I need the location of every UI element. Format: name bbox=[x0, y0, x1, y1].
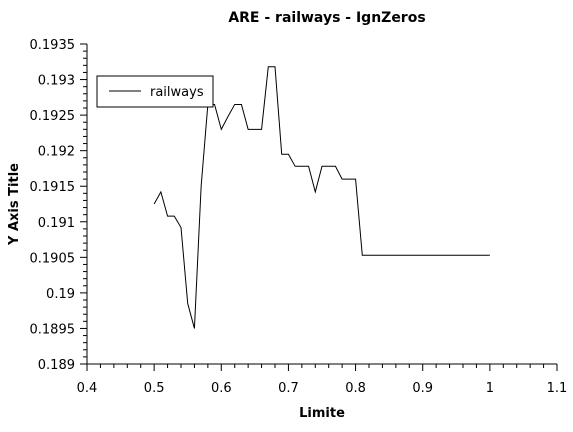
y-tick-label: 0.1925 bbox=[30, 109, 76, 124]
y-tick-label: 0.1905 bbox=[30, 251, 76, 266]
x-tick-label: 0.9 bbox=[412, 381, 433, 396]
legend: railways bbox=[96, 75, 214, 108]
x-tick-label: 1 bbox=[486, 381, 494, 396]
series-layer bbox=[153, 66, 490, 329]
y-tick-label: 0.1895 bbox=[30, 322, 76, 337]
y-tick-label: 0.1935 bbox=[30, 38, 76, 53]
y-ticks: 0.189 0.1895 0.19 0.1905 0.191 0.1915 0.192 0.1… bbox=[30, 38, 87, 373]
x-tick-label: 0.7 bbox=[278, 381, 299, 396]
plot-area: 0.4 0.5 0.6 0.7 0.8 0.9 1 1.1 0.1890.18950.190.… bbox=[30, 38, 568, 396]
x-axis-title: Limite bbox=[299, 406, 345, 421]
x-tick-label: 0.6 bbox=[211, 381, 232, 396]
x-tick-label: 0.4 bbox=[77, 381, 98, 396]
y-tick-label: 0.1915 bbox=[30, 180, 76, 195]
x-tick-label: 0.5 bbox=[144, 381, 165, 396]
legend-label: railways bbox=[150, 85, 204, 100]
x-tick-label: 1.1 bbox=[547, 381, 568, 396]
y-tick-label: 0.191 bbox=[38, 216, 75, 231]
y-tick-label: 0.19 bbox=[46, 287, 75, 302]
chart-title: ARE - railways - IgnZeros bbox=[228, 10, 425, 26]
series-line-railways bbox=[153, 66, 490, 329]
x-ticks: 0.4 0.5 0.6 0.7 0.8 0.9 1 1.1 bbox=[77, 364, 568, 396]
y-tick-label: 0.189 bbox=[38, 358, 75, 373]
y-axis-title: Y Axis Title bbox=[7, 163, 22, 246]
y-tick-label: 0.193 bbox=[38, 74, 75, 89]
x-tick-label: 0.8 bbox=[345, 381, 366, 396]
y-tick-label: 0.192 bbox=[38, 145, 75, 160]
